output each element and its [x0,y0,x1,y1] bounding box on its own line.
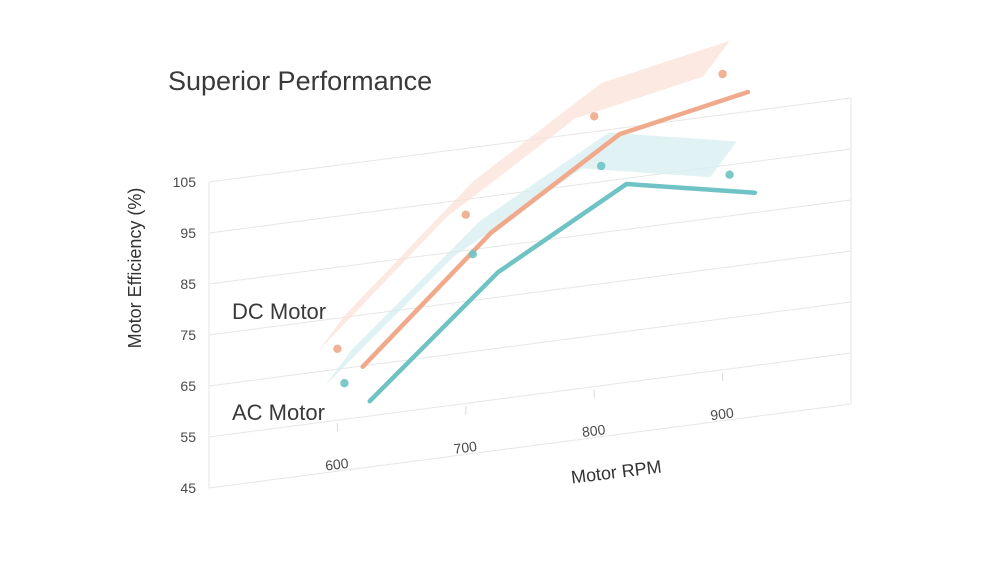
data-point-ac-motor [597,161,606,171]
gridline [208,403,852,489]
x-tick-label: 600 [324,455,349,474]
series-line-dc-motor [360,89,751,370]
x-tick-label: 900 [709,404,734,423]
grid-layer [208,97,852,489]
series-band-ac-motor [325,132,737,386]
y-tick-label: 95 [180,225,196,241]
gridline [208,199,852,285]
x-tick-label: 800 [581,421,606,440]
series-label-dc-motor: DC Motor [232,299,326,324]
y-tick-label: 105 [173,174,197,190]
line-layer [360,89,758,404]
data-point-dc-motor [333,344,342,353]
y-axis-label: Motor Efficiency (%) [125,188,145,349]
data-point-ac-motor [725,170,734,179]
series-label-ac-motor: AC Motor [232,400,325,425]
data-point-ac-motor [468,250,477,259]
point-layer [333,69,734,388]
y-tick-label: 55 [180,429,196,445]
gridline [208,301,852,387]
data-point-dc-motor [718,69,727,79]
chart-title: Superior Performance [168,66,432,96]
x-axis-label: Motor RPM [570,457,663,488]
y-tick-label: 65 [180,378,196,394]
gridline [208,250,852,336]
band-layer [318,40,737,386]
series-band-dc-motor [318,40,730,352]
label-layer: 45 55 65 75 85 95 105 600 700 800 900 [173,174,735,496]
data-point-ac-motor [340,379,349,388]
x-tick-label: 700 [453,438,478,457]
data-point-dc-motor [590,112,599,121]
y-tick-label: 75 [180,327,196,343]
gridline [208,352,852,438]
y-tick-label: 85 [180,276,196,292]
data-point-dc-motor [461,210,470,219]
series-line-ac-motor [367,181,758,404]
y-tick-label: 45 [180,480,196,496]
